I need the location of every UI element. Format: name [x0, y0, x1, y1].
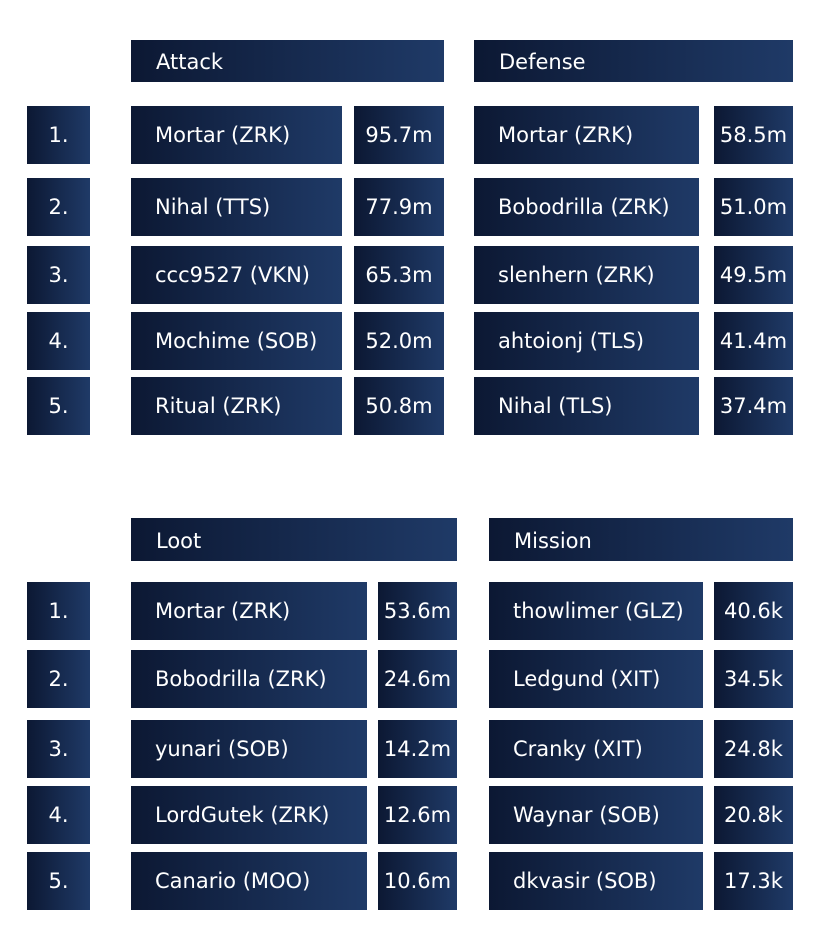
- rank-badge: 1.: [27, 582, 90, 640]
- rank-badge: 2.: [27, 178, 90, 236]
- stat-value: 58.5m: [714, 106, 793, 164]
- player-name: slenhern (ZRK): [474, 246, 699, 304]
- rank-badge: 1.: [27, 106, 90, 164]
- column-header: Mission: [489, 518, 793, 561]
- rank-badge: 2.: [27, 650, 90, 708]
- player-name: Nihal (TLS): [474, 377, 699, 435]
- stat-value: 14.2m: [378, 720, 457, 778]
- player-name: Nihal (TTS): [131, 178, 342, 236]
- stat-value: 20.8k: [714, 786, 793, 844]
- rank-badge: 4.: [27, 786, 90, 844]
- stat-value: 40.6k: [714, 582, 793, 640]
- stat-value: 49.5m: [714, 246, 793, 304]
- column-header: Attack: [131, 40, 444, 82]
- player-name: thowlimer (GLZ): [489, 582, 703, 640]
- stat-value: 50.8m: [354, 377, 444, 435]
- rank-badge: 5.: [27, 377, 90, 435]
- stat-value: 41.4m: [714, 312, 793, 370]
- stat-value: 34.5k: [714, 650, 793, 708]
- stat-value: 17.3k: [714, 852, 793, 910]
- rank-badge: 3.: [27, 720, 90, 778]
- player-name: Bobodrilla (ZRK): [131, 650, 367, 708]
- stat-value: 24.8k: [714, 720, 793, 778]
- stat-value: 95.7m: [354, 106, 444, 164]
- player-name: yunari (SOB): [131, 720, 367, 778]
- rank-badge: 5.: [27, 852, 90, 910]
- stat-value: 24.6m: [378, 650, 457, 708]
- player-name: Mortar (ZRK): [474, 106, 699, 164]
- player-name: Cranky (XIT): [489, 720, 703, 778]
- player-name: LordGutek (ZRK): [131, 786, 367, 844]
- player-name: Mochime (SOB): [131, 312, 342, 370]
- player-name: Canario (MOO): [131, 852, 367, 910]
- rank-badge: 4.: [27, 312, 90, 370]
- player-name: dkvasir (SOB): [489, 852, 703, 910]
- rank-badge: 3.: [27, 246, 90, 304]
- stat-value: 12.6m: [378, 786, 457, 844]
- player-name: Bobodrilla (ZRK): [474, 178, 699, 236]
- player-name: Mortar (ZRK): [131, 582, 367, 640]
- column-header: Loot: [131, 518, 457, 561]
- player-name: Waynar (SOB): [489, 786, 703, 844]
- column-header: Defense: [474, 40, 793, 82]
- stat-value: 65.3m: [354, 246, 444, 304]
- player-name: Ledgund (XIT): [489, 650, 703, 708]
- stat-value: 37.4m: [714, 377, 793, 435]
- player-name: ccc9527 (VKN): [131, 246, 342, 304]
- stat-value: 52.0m: [354, 312, 444, 370]
- player-name: Mortar (ZRK): [131, 106, 342, 164]
- stat-value: 77.9m: [354, 178, 444, 236]
- stat-value: 51.0m: [714, 178, 793, 236]
- stat-value: 53.6m: [378, 582, 457, 640]
- player-name: ahtoionj (TLS): [474, 312, 699, 370]
- stat-value: 10.6m: [378, 852, 457, 910]
- player-name: Ritual (ZRK): [131, 377, 342, 435]
